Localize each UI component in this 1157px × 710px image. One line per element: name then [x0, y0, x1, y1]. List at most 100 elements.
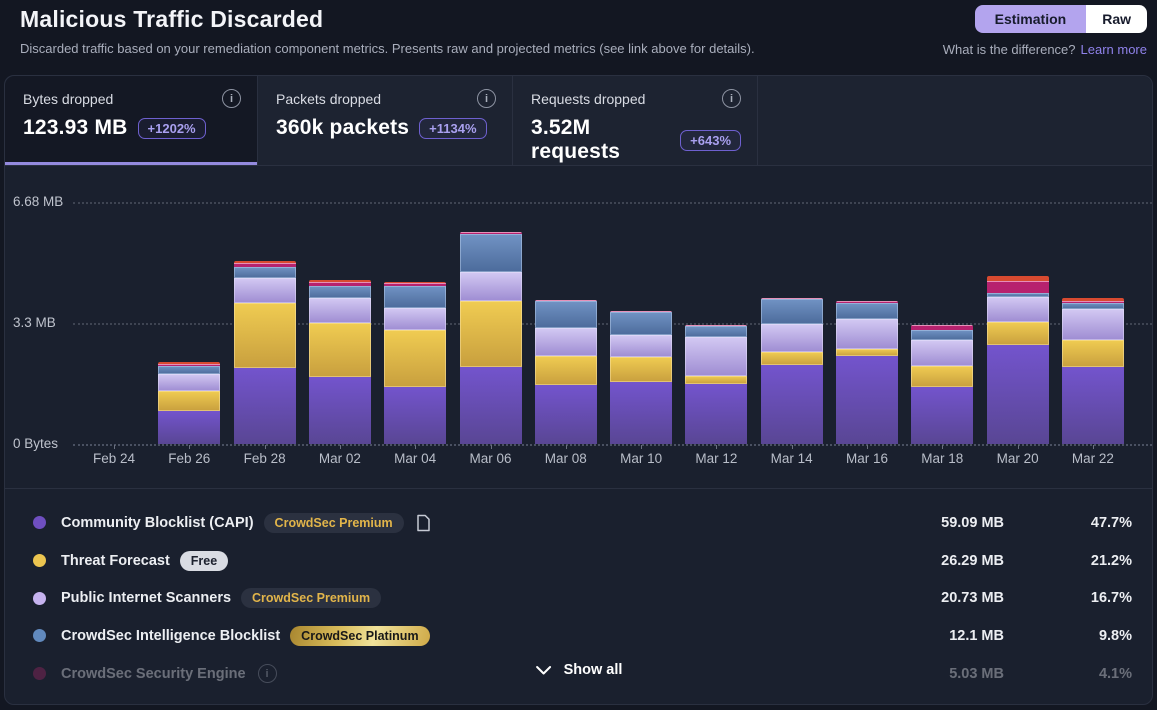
learn-more-link[interactable]: Learn more	[1080, 42, 1147, 57]
tab-packets-dropped[interactable]: Packets dropped i 360k packets +1134%	[258, 76, 513, 165]
page-header: Malicious Traffic Discarded Discarded tr…	[0, 0, 1157, 75]
y-axis-tick-label: 3.3 MB	[13, 315, 56, 330]
estimation-raw-toggle: Estimation Raw	[974, 5, 1147, 33]
bar-segment	[760, 299, 823, 325]
x-axis-tick-label: Mar 14	[770, 451, 813, 466]
bar-segment	[534, 328, 597, 357]
bar-segment	[158, 411, 221, 444]
legend-row[interactable]: Community Blocklist (CAPI) CrowdSec Premi…	[33, 504, 1132, 542]
bar-segment	[836, 349, 898, 357]
page-title: Malicious Traffic Discarded	[20, 6, 324, 32]
series-color-dot	[33, 629, 46, 643]
bar-segment	[158, 373, 221, 391]
legend-row[interactable]: CrowdSec Security Engine i 5.03 MB 4.1%	[33, 655, 1132, 693]
bar-segment	[384, 387, 447, 444]
tab-bytes-dropped[interactable]: Bytes dropped i 123.93 MB +1202%	[5, 76, 258, 165]
document-icon[interactable]	[416, 514, 431, 532]
stacked-bar-feb-28[interactable]	[233, 261, 296, 444]
stacked-bar-mar-10[interactable]	[610, 310, 673, 444]
x-axis-tick-label: Feb 26	[168, 451, 211, 466]
bar-segment	[308, 323, 371, 377]
bar-segment	[308, 285, 371, 299]
bar-segment	[1061, 298, 1124, 301]
x-axis-tick-label: Mar 18	[921, 451, 964, 466]
page-subtitle: Discarded traffic based on your remediat…	[20, 41, 755, 56]
bar-segment	[233, 262, 296, 267]
plan-badge: CrowdSec Platinum	[290, 625, 430, 646]
legend-row[interactable]: Public Internet Scanners CrowdSec Premium…	[33, 579, 1132, 617]
legend-value: 26.29 MB	[941, 552, 1004, 569]
stacked-bar-mar-22[interactable]	[1061, 298, 1124, 444]
x-axis-tick	[716, 445, 718, 449]
bar-segment	[384, 308, 447, 330]
bar-segment	[308, 376, 371, 444]
show-all-button[interactable]: Show all	[535, 662, 623, 678]
x-axis-tick	[942, 445, 944, 449]
legend-percent: 4.1%	[1098, 665, 1132, 682]
bar-segment	[233, 266, 296, 279]
x-axis-tick	[339, 445, 341, 449]
tab-value: 3.52M requests	[531, 116, 621, 163]
plan-badge: CrowdSec Premium	[263, 512, 404, 533]
tab-label: Bytes dropped	[23, 90, 114, 107]
bar-segment	[459, 271, 522, 301]
x-axis-tick	[189, 445, 191, 449]
bar-segment	[911, 365, 974, 388]
help-text: What is the difference?	[942, 42, 1076, 57]
info-icon[interactable]: i	[222, 89, 241, 108]
bar-segment	[986, 293, 1049, 298]
bar-segment	[1061, 367, 1124, 444]
x-axis-tick-label: Feb 28	[243, 451, 286, 466]
plan-badge: Free	[179, 550, 229, 571]
stacked-bar-mar-06[interactable]	[459, 232, 522, 444]
bar-segment	[1061, 339, 1124, 368]
legend-label: Community Blocklist (CAPI)	[61, 514, 254, 531]
stacked-bar-mar-14[interactable]	[760, 297, 823, 444]
stacked-bar-mar-02[interactable]	[308, 280, 371, 444]
stacked-bar-mar-18[interactable]	[911, 324, 974, 444]
bar-segment	[911, 330, 974, 340]
bar-segment	[1061, 300, 1124, 303]
bar-segment	[384, 283, 447, 286]
raw-toggle-button[interactable]: Raw	[1086, 5, 1147, 33]
bar-segment	[158, 390, 221, 412]
bar-segment	[1061, 308, 1124, 340]
bar-segment	[911, 324, 974, 331]
estimation-toggle-button[interactable]: Estimation	[974, 5, 1087, 33]
stacked-bar-feb-26[interactable]	[158, 362, 221, 444]
plan-badge: CrowdSec Premium	[241, 588, 382, 609]
tab-value: 123.93 MB	[23, 116, 128, 139]
stacked-bar-mar-08[interactable]	[534, 299, 597, 444]
bar-segment	[760, 324, 823, 353]
x-axis-tick-label: Mar 12	[695, 451, 738, 466]
bar-segment	[158, 363, 221, 366]
y-axis-tick-label: 0 Bytes	[13, 436, 59, 451]
bar-segment	[986, 280, 1049, 294]
info-icon[interactable]: i	[257, 664, 277, 684]
info-icon[interactable]: i	[477, 89, 496, 108]
bar-segment	[685, 324, 748, 327]
bar-segment	[534, 385, 597, 444]
stacked-bar-mar-16[interactable]	[836, 301, 898, 444]
gridline	[73, 202, 1152, 204]
bar-segment	[911, 387, 974, 444]
stacked-bar-mar-12[interactable]	[685, 324, 748, 444]
legend-row[interactable]: Threat Forecast Free 26.29 MB 21.2%	[33, 542, 1132, 580]
bar-segment	[760, 364, 823, 444]
info-icon[interactable]: i	[722, 89, 741, 108]
bar-segment	[233, 261, 296, 263]
bar-segment	[459, 233, 522, 272]
x-axis-tick-label: Mar 22	[1071, 451, 1114, 466]
y-axis-tick-label: 6.68 MB	[13, 194, 64, 209]
bar-segment	[534, 299, 597, 302]
stacked-bar-mar-04[interactable]	[384, 281, 447, 444]
delta-badge: +1202%	[137, 117, 206, 139]
stacked-bar-mar-20[interactable]	[986, 275, 1049, 444]
bar-segment	[158, 365, 221, 374]
show-all-label: Show all	[563, 662, 623, 678]
legend-percent: 21.2%	[1090, 552, 1132, 569]
legend-row[interactable]: CrowdSec Intelligence Blocklist CrowdSec …	[33, 617, 1132, 655]
tab-requests-dropped[interactable]: Requests dropped i 3.52M requests +643%	[513, 76, 758, 165]
bar-segment	[610, 312, 673, 335]
bar-segment	[534, 356, 597, 385]
